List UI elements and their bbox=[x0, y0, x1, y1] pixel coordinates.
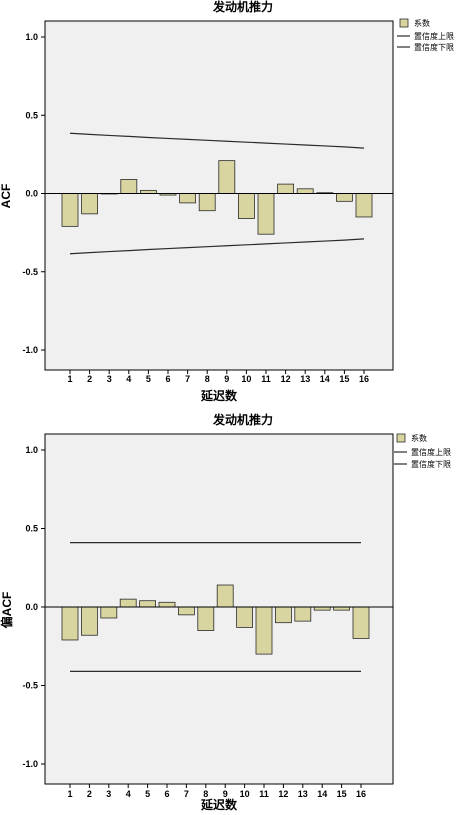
bar bbox=[257, 193, 275, 235]
legend: 系数 置信度上限 置信度下限 bbox=[397, 18, 454, 52]
bar bbox=[277, 183, 295, 194]
legend-label-upper: 置信度上限 bbox=[411, 447, 451, 457]
upper-confidence-line bbox=[69, 132, 365, 149]
x-tick-label: 12 bbox=[281, 374, 291, 384]
y-tick-label: 0.5 bbox=[25, 524, 38, 534]
x-axis-ticks: 1 2 3 4 5 6 7 8 9 10 11 12 13 14 15 16 bbox=[67, 784, 366, 799]
y-axis-ticks: 1.0 0.5 0.0 -0.5 -1.0 bbox=[22, 32, 45, 355]
x-tick-label: 6 bbox=[164, 789, 169, 799]
y-axis-label: 偏ACF bbox=[0, 592, 14, 629]
bar bbox=[237, 193, 255, 219]
x-tick-label: 10 bbox=[241, 374, 251, 384]
y-axis-ticks: 1.0 0.5 0.0 -0.5 -1.0 bbox=[22, 445, 45, 769]
bar bbox=[352, 606, 370, 639]
bar bbox=[216, 584, 234, 608]
x-tick-label: 4 bbox=[126, 789, 131, 799]
pacf-chart: 发动机推力 1.0 0.5 0.0 -0.5 -1.0 1 2 3 4 5 6 7 8 9 10 11 12 1… bbox=[0, 408, 460, 813]
bar bbox=[61, 193, 79, 227]
bar bbox=[119, 598, 137, 608]
y-tick-label: 0.0 bbox=[25, 189, 38, 199]
y-tick-label: 0.0 bbox=[25, 602, 38, 612]
x-tick-label: 11 bbox=[261, 374, 271, 384]
y-tick-label: 1.0 bbox=[25, 32, 38, 42]
bar bbox=[218, 160, 236, 194]
lower-confidence-line bbox=[69, 238, 365, 255]
chart-title: 发动机推力 bbox=[212, 412, 273, 427]
bar bbox=[294, 606, 312, 622]
x-axis-label: 延迟数 bbox=[200, 797, 238, 812]
bar bbox=[197, 606, 215, 631]
y-axis-label: ACF bbox=[0, 184, 13, 209]
bar bbox=[255, 606, 273, 655]
legend-label-lower: 置信度下限 bbox=[411, 459, 451, 469]
legend-swatch-coefficient bbox=[396, 433, 406, 443]
y-tick-label: -0.5 bbox=[22, 267, 38, 277]
x-tick-label: 1 bbox=[67, 789, 72, 799]
x-tick-label: 14 bbox=[317, 789, 327, 799]
acf-chart: 发动机推力 1.0 0.5 0.0 -0.5 -1.0 1 2 3 4 5 6 7 8 9 10 11 12 1… bbox=[0, 0, 460, 405]
bar bbox=[158, 601, 176, 608]
x-tick-label: 6 bbox=[165, 374, 170, 384]
x-tick-label: 5 bbox=[146, 374, 151, 384]
x-tick-label: 3 bbox=[106, 789, 111, 799]
bar bbox=[139, 600, 157, 608]
bar bbox=[355, 193, 373, 218]
x-tick-label: 15 bbox=[339, 374, 349, 384]
chart-title: 发动机推力 bbox=[212, 0, 273, 14]
x-tick-label: 13 bbox=[298, 789, 308, 799]
x-tick-label: 2 bbox=[87, 374, 92, 384]
y-tick-label: -0.5 bbox=[22, 681, 38, 691]
x-tick-label: 7 bbox=[185, 374, 190, 384]
x-tick-label: 3 bbox=[107, 374, 112, 384]
x-tick-label: 8 bbox=[205, 374, 210, 384]
bar bbox=[179, 193, 197, 204]
bar bbox=[335, 193, 353, 202]
x-tick-label: 9 bbox=[224, 374, 229, 384]
bar bbox=[198, 193, 216, 212]
bar bbox=[274, 606, 292, 624]
plot-area bbox=[44, 20, 394, 371]
y-tick-label: 1.0 bbox=[25, 445, 38, 455]
x-tick-label: 12 bbox=[278, 789, 288, 799]
bar bbox=[61, 606, 79, 641]
bar bbox=[100, 606, 118, 619]
x-tick-label: 16 bbox=[356, 789, 366, 799]
y-tick-label: 0.5 bbox=[25, 110, 38, 120]
x-tick-label: 7 bbox=[184, 789, 189, 799]
y-tick-label: -1.0 bbox=[22, 345, 38, 355]
bar bbox=[120, 179, 138, 194]
x-axis-ticks: 1 2 3 4 5 6 7 8 9 10 11 12 13 14 15 16 bbox=[67, 370, 369, 384]
bar bbox=[81, 193, 98, 215]
acf-chart-svg: 发动机推力 1.00.50.0-0.5-1.0 1 2 3 4 5 6 7 8 9 10 11 12 1… bbox=[0, 0, 454, 403]
legend-label-lower: 置信度下限 bbox=[414, 42, 454, 52]
bar bbox=[296, 188, 314, 194]
legend-label-coefficient: 系数 bbox=[414, 18, 430, 28]
legend: 系数 置信度上限 置信度下限 bbox=[394, 433, 451, 469]
x-tick-label: 11 bbox=[259, 789, 269, 799]
legend-label-coefficient: 系数 bbox=[411, 433, 427, 443]
pacf-chart-svg: 发动机推力 1.00.50.0-0.5-1.0 1 2 3 4 5 6 7 8 9 10 11 12 1… bbox=[0, 412, 451, 812]
x-tick-label: 16 bbox=[359, 374, 369, 384]
x-tick-label: 13 bbox=[300, 374, 310, 384]
legend-label-upper: 置信度上限 bbox=[414, 31, 454, 41]
x-tick-label: 1 bbox=[67, 374, 72, 384]
x-tick-label: 2 bbox=[87, 789, 92, 799]
bar bbox=[236, 606, 254, 628]
bars bbox=[61, 160, 373, 235]
legend-swatch-coefficient bbox=[399, 18, 409, 28]
x-tick-label: 14 bbox=[320, 374, 330, 384]
x-tick-label: 8 bbox=[203, 789, 208, 799]
x-tick-label: 10 bbox=[240, 789, 250, 799]
x-tick-label: 9 bbox=[223, 789, 228, 799]
x-tick-label: 5 bbox=[145, 789, 150, 799]
y-tick-label: -1.0 bbox=[22, 759, 38, 769]
x-tick-label: 15 bbox=[337, 789, 347, 799]
x-tick-label: 4 bbox=[126, 374, 131, 384]
x-axis-label: 延迟数 bbox=[200, 388, 238, 403]
bar bbox=[177, 606, 195, 616]
bar bbox=[81, 606, 98, 636]
